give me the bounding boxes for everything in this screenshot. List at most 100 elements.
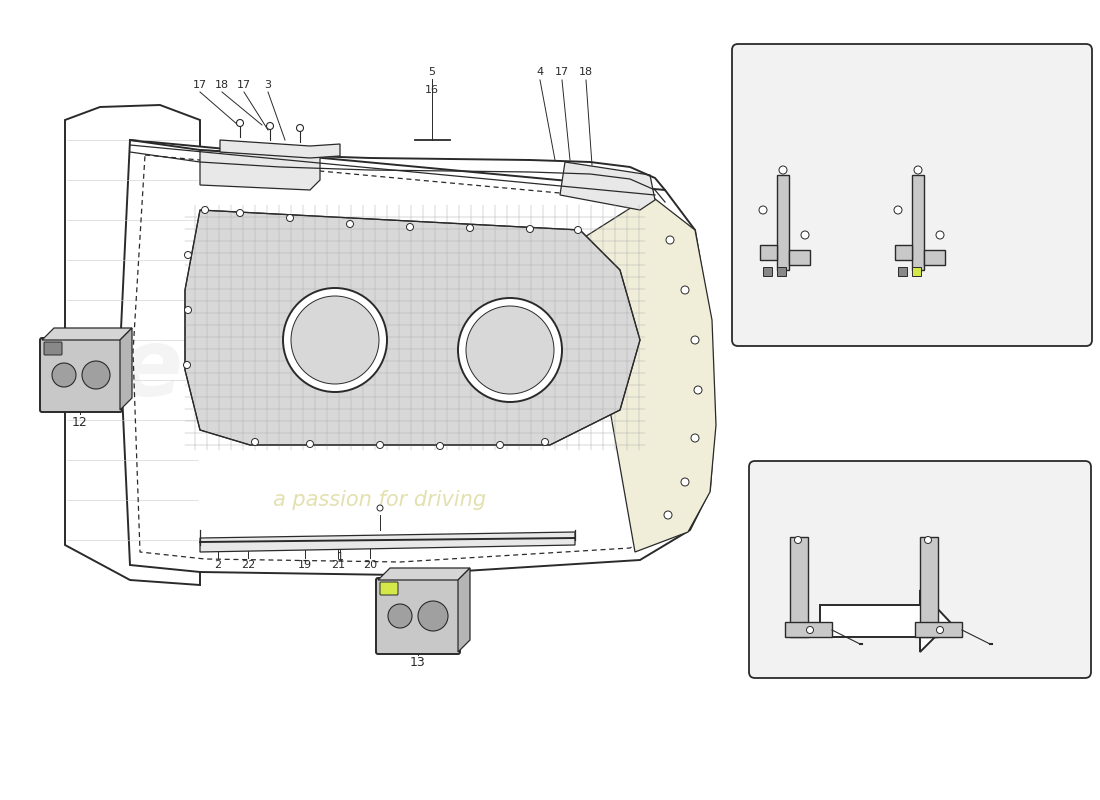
- Text: 10: 10: [935, 315, 950, 329]
- Circle shape: [252, 438, 258, 446]
- Polygon shape: [42, 328, 132, 340]
- Circle shape: [574, 226, 582, 234]
- Circle shape: [466, 306, 554, 394]
- Circle shape: [307, 441, 314, 447]
- Text: 6: 6: [949, 62, 957, 74]
- FancyBboxPatch shape: [379, 582, 398, 595]
- Text: 14: 14: [789, 475, 805, 489]
- Circle shape: [184, 362, 190, 369]
- Circle shape: [759, 206, 767, 214]
- Circle shape: [283, 288, 387, 392]
- Text: 5: 5: [429, 67, 436, 77]
- Circle shape: [664, 511, 672, 519]
- Polygon shape: [924, 250, 945, 265]
- Text: 17: 17: [236, 80, 251, 90]
- Text: 4: 4: [537, 67, 543, 77]
- Text: 10: 10: [788, 315, 804, 329]
- Circle shape: [437, 442, 443, 450]
- Text: 17: 17: [482, 303, 498, 317]
- Circle shape: [527, 226, 534, 233]
- Polygon shape: [185, 210, 640, 445]
- Polygon shape: [458, 568, 470, 652]
- Text: 6: 6: [959, 475, 967, 489]
- Text: 13: 13: [410, 655, 426, 669]
- Polygon shape: [790, 537, 808, 637]
- Circle shape: [185, 306, 191, 314]
- Circle shape: [541, 438, 549, 446]
- Circle shape: [466, 225, 473, 231]
- Circle shape: [936, 231, 944, 239]
- Text: 21: 21: [331, 560, 345, 570]
- FancyBboxPatch shape: [44, 342, 62, 355]
- Polygon shape: [895, 245, 912, 260]
- Circle shape: [691, 434, 698, 442]
- Polygon shape: [580, 195, 716, 552]
- FancyBboxPatch shape: [777, 267, 786, 276]
- Circle shape: [286, 214, 294, 222]
- Text: 20: 20: [363, 560, 377, 570]
- Circle shape: [924, 537, 932, 543]
- Circle shape: [681, 478, 689, 486]
- Polygon shape: [120, 328, 132, 410]
- Polygon shape: [912, 175, 924, 270]
- Polygon shape: [220, 140, 340, 158]
- FancyBboxPatch shape: [749, 461, 1091, 678]
- Circle shape: [806, 626, 814, 634]
- Circle shape: [388, 604, 412, 628]
- Circle shape: [681, 286, 689, 294]
- Circle shape: [914, 166, 922, 174]
- Circle shape: [666, 236, 674, 244]
- Polygon shape: [378, 568, 470, 580]
- Circle shape: [779, 166, 786, 174]
- Circle shape: [201, 206, 209, 214]
- Polygon shape: [560, 162, 654, 210]
- Polygon shape: [920, 537, 938, 637]
- Circle shape: [82, 361, 110, 389]
- Text: 3: 3: [264, 80, 272, 90]
- Polygon shape: [760, 245, 777, 260]
- Text: 1: 1: [337, 552, 343, 562]
- Circle shape: [407, 223, 414, 230]
- Text: 17: 17: [554, 67, 569, 77]
- Circle shape: [376, 442, 384, 449]
- Polygon shape: [120, 140, 715, 575]
- Text: 15: 15: [920, 475, 935, 489]
- Polygon shape: [200, 532, 575, 552]
- Circle shape: [236, 119, 243, 126]
- Polygon shape: [820, 590, 950, 652]
- FancyBboxPatch shape: [898, 267, 907, 276]
- Text: 9: 9: [827, 315, 835, 329]
- Circle shape: [691, 336, 698, 344]
- Text: 18: 18: [214, 80, 229, 90]
- Circle shape: [418, 601, 448, 631]
- Text: 17: 17: [192, 80, 207, 90]
- Text: 9: 9: [976, 315, 983, 329]
- FancyBboxPatch shape: [912, 267, 921, 276]
- FancyBboxPatch shape: [376, 578, 460, 654]
- FancyBboxPatch shape: [40, 338, 122, 412]
- Polygon shape: [915, 622, 962, 637]
- Circle shape: [694, 386, 702, 394]
- Text: 22: 22: [241, 560, 255, 570]
- Text: 18: 18: [579, 67, 593, 77]
- Circle shape: [297, 125, 304, 131]
- Circle shape: [292, 296, 379, 384]
- Text: 8: 8: [912, 62, 920, 74]
- Polygon shape: [789, 250, 810, 265]
- Polygon shape: [777, 175, 789, 270]
- Circle shape: [185, 251, 191, 258]
- Text: 6: 6: [799, 62, 807, 74]
- Polygon shape: [200, 150, 320, 190]
- Text: 11: 11: [752, 315, 768, 329]
- Text: 16: 16: [425, 85, 439, 95]
- Circle shape: [52, 363, 76, 387]
- Polygon shape: [65, 105, 200, 585]
- Text: 2: 2: [214, 560, 221, 570]
- Text: 6: 6: [829, 475, 837, 489]
- Polygon shape: [785, 622, 832, 637]
- Text: a passion for driving: a passion for driving: [274, 490, 486, 510]
- FancyBboxPatch shape: [763, 267, 772, 276]
- Circle shape: [794, 537, 802, 543]
- Text: 11: 11: [898, 315, 914, 329]
- Text: 19: 19: [298, 560, 312, 570]
